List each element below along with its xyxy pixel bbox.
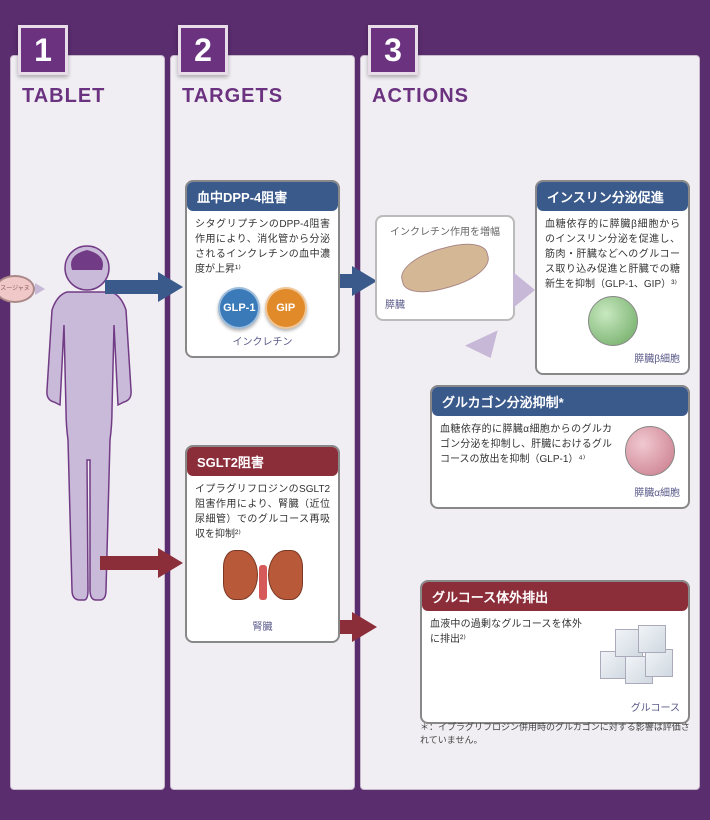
arrow-sglt2-head: [158, 548, 183, 578]
alpha-cell-icon: [625, 426, 675, 476]
beta-cell-label: 膵臓β細胞: [545, 350, 680, 365]
pancreas-icon: [396, 237, 493, 299]
glucagon-card: グルカゴン分泌抑制* 血糖依存的に膵臓α細胞からのグルカゴン分泌を抑制し、肝臓に…: [430, 385, 690, 509]
number-1-box: 1: [18, 25, 68, 75]
number-3-box: 3: [368, 25, 418, 75]
light-arrow-right: [513, 272, 535, 308]
number-2-box: 2: [178, 25, 228, 75]
sglt2-body: イプラグリフロジンのSGLT2阻害作用により、腎臓（近位尿細管）でのグルコース再…: [195, 482, 330, 542]
beta-cell-icon: [588, 296, 638, 346]
gip-badge: GIP: [265, 287, 307, 329]
sglt2-title: SGLT2阻害: [187, 447, 338, 476]
incretin-amp-body: インクレチン作用を増幅: [385, 225, 505, 240]
arrow-p2p3-red: [352, 612, 377, 642]
arrow-sglt2-stem: [100, 556, 160, 570]
sglt2-card: SGLT2阻害 イプラグリフロジンのSGLT2阻害作用により、腎臓（近位尿細管）…: [185, 445, 340, 643]
footnote-text: ＊：イプラグリフロジン併用時のグルカゴンに対する影響は評価されていません。: [420, 720, 690, 746]
kidney-label: 腎臓: [195, 618, 330, 633]
excretion-title: グルコース体外排出: [422, 582, 688, 611]
excretion-body: 血液中の過剰なグルコースを体外に排出²⁾: [430, 617, 582, 647]
header-tablet: TABLET: [22, 85, 105, 108]
insulin-title: インスリン分泌促進: [537, 182, 688, 211]
ingest-arrow-icon: [35, 283, 45, 295]
incretin-amp-card: インクレチン作用を増幅 膵臓: [375, 215, 515, 321]
excretion-card: グルコース体外排出 血液中の過剰なグルコースを体外に排出²⁾ グルコース: [420, 580, 690, 724]
pancreas-label: 膵臓: [385, 296, 505, 311]
kidneys-icon: [213, 550, 313, 610]
glucose-label: グルコース: [430, 699, 680, 714]
glucose-cubes-icon: [590, 621, 680, 691]
dpp4-title: 血中DPP-4阻害: [187, 182, 338, 211]
dpp4-body: シタグリプチンのDPP-4阻害作用により、消化管から分泌されるインクレチンの血中…: [195, 217, 330, 277]
arrow-dpp4-stem: [105, 280, 160, 294]
incretin-sublabel: インクレチン: [195, 333, 330, 348]
arrow-p2p3-blue: [352, 266, 377, 296]
insulin-body: 血糖依存的に膵臓β細胞からのインスリン分泌を促進し、筋肉・肝臓などへのグルコース…: [545, 217, 680, 292]
glucagon-body: 血糖依存的に膵臓α細胞からのグルカゴン分泌を抑制し、肝臓におけるグルコースの放出…: [440, 422, 612, 467]
glp1-badge: GLP-1: [218, 287, 260, 329]
panel-targets: [170, 55, 355, 790]
header-actions: ACTIONS: [372, 85, 469, 108]
insulin-card: インスリン分泌促進 血糖依存的に膵臓β細胞からのインスリン分泌を促進し、筋肉・肝…: [535, 180, 690, 375]
alpha-cell-label: 膵臓α細胞: [440, 484, 680, 499]
dpp4-card: 血中DPP-4阻害 シタグリプチンのDPP-4阻害作用により、消化管から分泌され…: [185, 180, 340, 358]
incretin-badges: GLP-1 GIP: [195, 287, 330, 329]
glucagon-title: グルカゴン分泌抑制*: [432, 387, 688, 416]
arrow-dpp4-head: [158, 272, 183, 302]
header-targets: TARGETS: [182, 85, 283, 108]
